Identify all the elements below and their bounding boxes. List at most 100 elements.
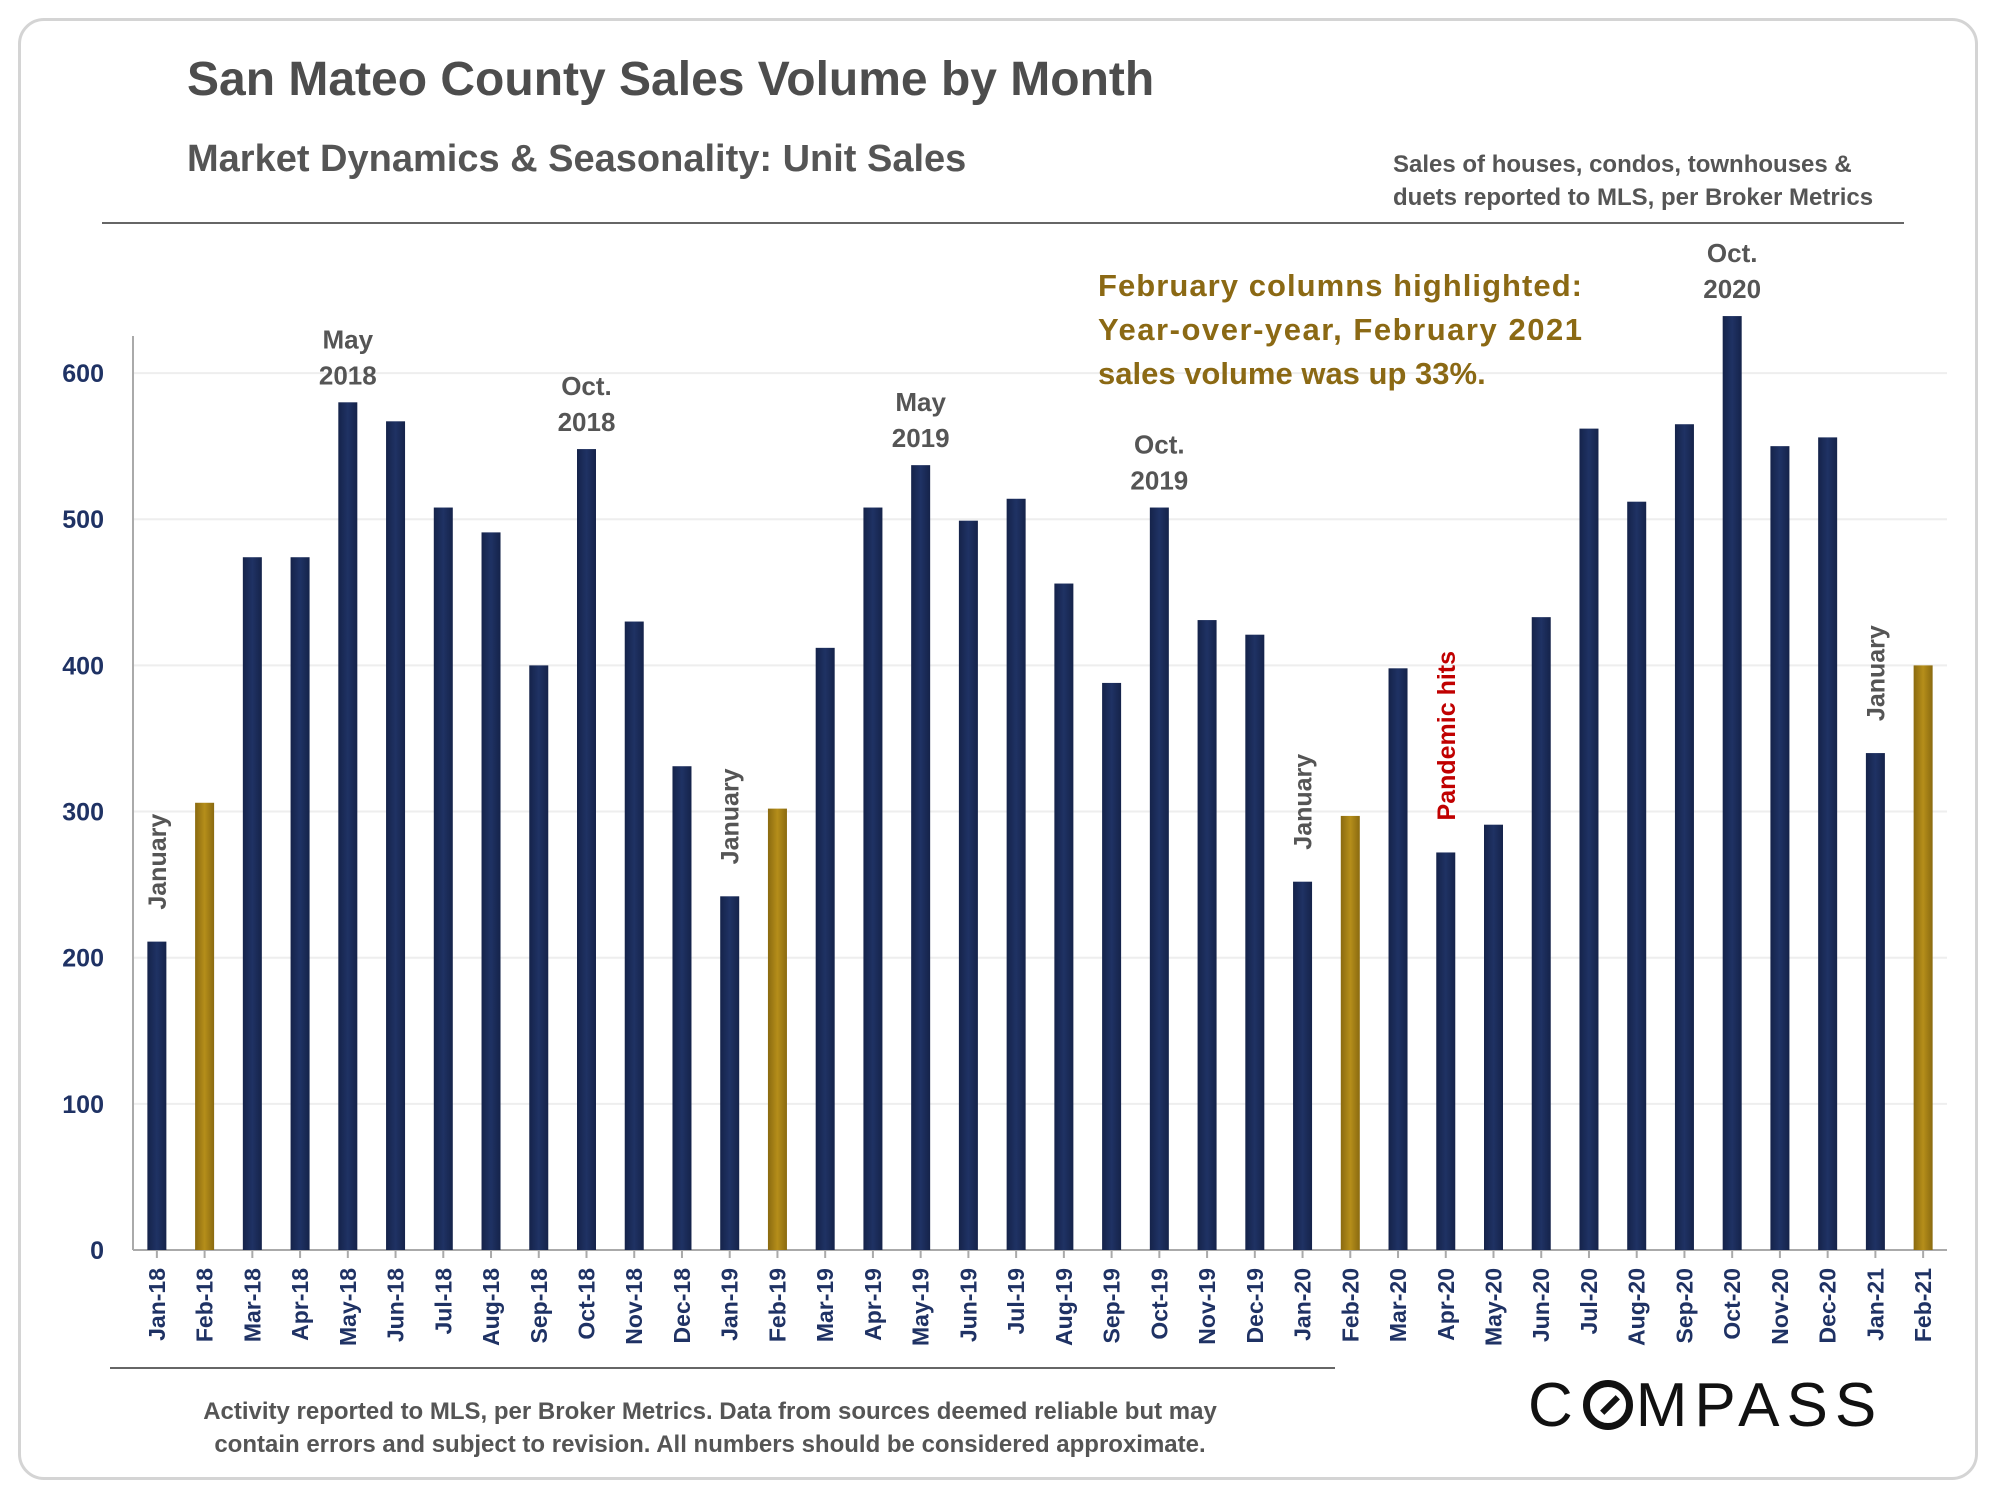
x-tick-label: Nov-20 bbox=[1767, 1268, 1793, 1345]
y-tick-label: 400 bbox=[62, 652, 104, 680]
bar-aug-20 bbox=[1627, 501, 1647, 1250]
bar-oct-18 bbox=[577, 449, 596, 1251]
x-tick-label: Sep-18 bbox=[526, 1268, 552, 1344]
annotation-label: 2020 bbox=[1703, 274, 1761, 304]
x-tick-label: Dec-18 bbox=[669, 1268, 695, 1344]
bar-apr-19 bbox=[863, 507, 883, 1250]
annotation-label: January bbox=[717, 768, 745, 864]
x-tick-label: Feb-21 bbox=[1910, 1268, 1936, 1342]
bar-may-18 bbox=[338, 402, 358, 1250]
bar-jan-20 bbox=[1293, 881, 1313, 1250]
x-tick-label: Jan-19 bbox=[717, 1268, 743, 1341]
bar-dec-18 bbox=[672, 766, 692, 1250]
bar-sep-18 bbox=[529, 665, 549, 1250]
annotation-label: Oct. bbox=[1134, 430, 1185, 460]
bar-jan-19 bbox=[720, 896, 740, 1250]
bar-mar-20 bbox=[1388, 668, 1408, 1250]
x-tick-label: Jun-20 bbox=[1528, 1268, 1554, 1342]
page-title: San Mateo County Sales Volume by Month bbox=[187, 53, 1155, 106]
x-tick-label: Apr-18 bbox=[287, 1268, 313, 1341]
x-tick-label: Sep-19 bbox=[1099, 1268, 1125, 1343]
x-tick-label: Jan-21 bbox=[1862, 1268, 1888, 1341]
bar-aug-19 bbox=[1054, 583, 1074, 1250]
bar-may-19 bbox=[911, 465, 931, 1251]
x-tick-label: Aug-19 bbox=[1051, 1268, 1077, 1346]
bar-jan-18 bbox=[147, 941, 167, 1250]
bar-jul-20 bbox=[1579, 428, 1599, 1251]
bar-feb-18 bbox=[195, 802, 215, 1250]
source-note: Sales of houses, condos, townhouses & du… bbox=[1393, 151, 1874, 211]
bar-nov-18 bbox=[624, 621, 644, 1250]
x-tick-label: Mar-19 bbox=[812, 1268, 838, 1342]
annotation-label: 2019 bbox=[892, 423, 950, 453]
bar-apr-20 bbox=[1436, 852, 1456, 1250]
annotation-label: Pandemic hits bbox=[1433, 651, 1461, 821]
x-tick-label: Nov-19 bbox=[1194, 1268, 1220, 1345]
y-tick-label: 0 bbox=[90, 1237, 104, 1265]
x-tick-label: Dec-20 bbox=[1815, 1268, 1841, 1343]
footer-divider bbox=[110, 1367, 1335, 1369]
y-tick-label: 200 bbox=[62, 945, 104, 973]
bar-jun-19 bbox=[958, 520, 978, 1250]
bar-sep-19 bbox=[1102, 682, 1122, 1250]
annotation-label: 2018 bbox=[558, 407, 616, 437]
bar-jun-18 bbox=[386, 421, 406, 1250]
x-tick-label: Jan-18 bbox=[144, 1268, 170, 1341]
x-tick-label: Jul-20 bbox=[1576, 1268, 1602, 1334]
x-tick-label: Feb-20 bbox=[1337, 1268, 1363, 1342]
annotation-label: 2018 bbox=[319, 360, 377, 390]
bar-nov-19 bbox=[1197, 620, 1217, 1250]
x-tick-label: Oct-19 bbox=[1146, 1268, 1172, 1340]
page-subtitle: Market Dynamics & Seasonality: Unit Sale… bbox=[187, 138, 967, 180]
bar-jan-21 bbox=[1865, 753, 1885, 1250]
bar-dec-20 bbox=[1818, 437, 1838, 1250]
annotation-label: January bbox=[144, 814, 172, 910]
compass-logo: C MPASS bbox=[1528, 1371, 1884, 1440]
annotation-label: May bbox=[895, 387, 946, 417]
x-tick-label: May-19 bbox=[908, 1268, 934, 1346]
y-tick-label: 500 bbox=[62, 506, 104, 534]
annotation-label: January bbox=[1290, 754, 1318, 850]
x-tick-label: Feb-18 bbox=[192, 1268, 218, 1342]
bar-oct-20 bbox=[1722, 316, 1742, 1251]
y-tick-label: 600 bbox=[62, 360, 104, 388]
x-tick-label: Aug-20 bbox=[1624, 1268, 1650, 1346]
x-tick-label: May-20 bbox=[1481, 1268, 1507, 1346]
bar-mar-19 bbox=[815, 647, 835, 1250]
x-tick-label: Dec-19 bbox=[1242, 1268, 1268, 1343]
highlight-note-line: sales volume was up 33%. bbox=[1098, 356, 1486, 391]
annotation-label: January bbox=[1862, 625, 1890, 721]
bar-mar-18 bbox=[242, 557, 262, 1250]
bar-sep-20 bbox=[1674, 424, 1694, 1250]
bar-feb-19 bbox=[767, 808, 787, 1250]
y-tick-label: 300 bbox=[62, 799, 104, 827]
x-tick-label: Mar-20 bbox=[1385, 1268, 1411, 1342]
x-tick-label: Jun-19 bbox=[955, 1268, 981, 1342]
annotation-label: Oct. bbox=[1707, 238, 1758, 268]
annotation-label: Oct. bbox=[561, 371, 612, 401]
bar-oct-19 bbox=[1149, 507, 1169, 1250]
x-tick-label: Jan-20 bbox=[1290, 1268, 1316, 1341]
bar-dec-19 bbox=[1245, 634, 1265, 1250]
header-divider bbox=[102, 222, 1904, 224]
bar-jul-19 bbox=[1006, 498, 1026, 1250]
bar-apr-18 bbox=[290, 557, 310, 1250]
compass-o-icon bbox=[1582, 1380, 1633, 1430]
footer-disclaimer: Activity reported to MLS, per Broker Met… bbox=[203, 1398, 1217, 1458]
x-tick-label: Mar-18 bbox=[239, 1268, 265, 1342]
x-tick-label: Jul-19 bbox=[1003, 1268, 1029, 1334]
x-tick-label: Nov-18 bbox=[621, 1268, 647, 1345]
x-tick-label: May-18 bbox=[335, 1268, 361, 1346]
x-tick-label: Feb-19 bbox=[764, 1268, 790, 1342]
bar-may-20 bbox=[1484, 824, 1503, 1250]
x-tick-label: Apr-20 bbox=[1433, 1268, 1459, 1341]
x-tick-label: Aug-18 bbox=[478, 1268, 504, 1346]
y-tick-label: 100 bbox=[62, 1091, 104, 1119]
bar-feb-20 bbox=[1340, 815, 1360, 1250]
annotation-label: 2019 bbox=[1130, 466, 1188, 496]
highlight-note-line: February columns highlighted: bbox=[1098, 268, 1582, 303]
highlight-note-line: Year-over-year, February 2021 bbox=[1098, 312, 1582, 347]
x-tick-label: Oct-18 bbox=[574, 1268, 600, 1340]
bar-aug-18 bbox=[481, 532, 501, 1250]
